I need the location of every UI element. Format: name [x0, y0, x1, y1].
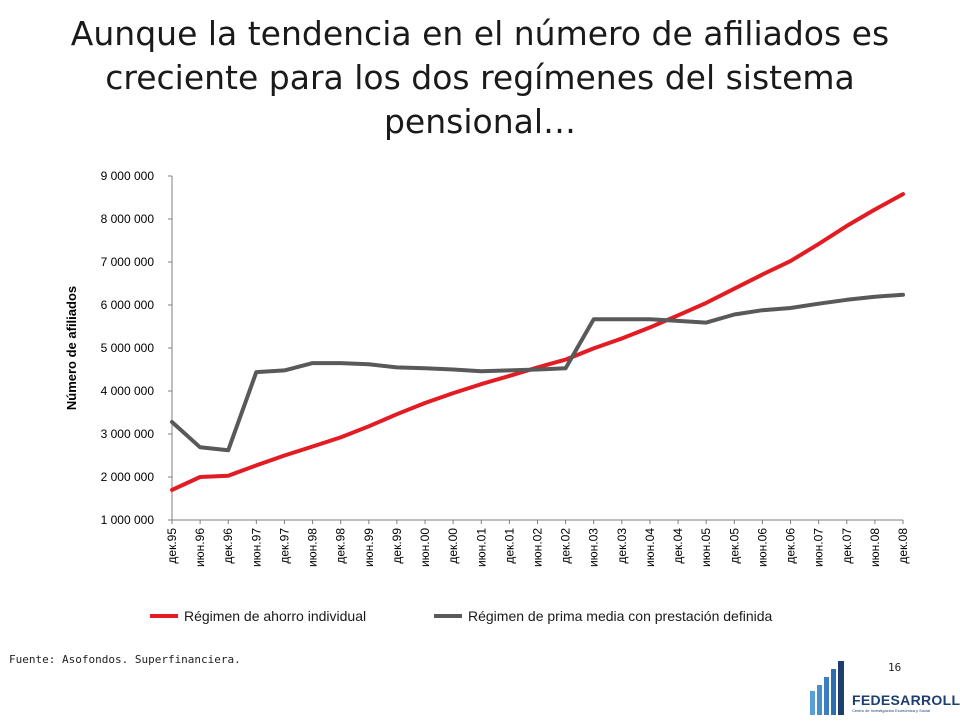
- legend-label-ahorro: Régimen de ahorro individual: [184, 608, 367, 624]
- x-tick-label: дек.95: [165, 528, 179, 564]
- y-tick-label: 7 000 000: [101, 255, 155, 269]
- logo-bars-icon: [810, 661, 844, 715]
- x-tick-label: дек.97: [277, 528, 291, 564]
- y-tick-label: 1 000 000: [101, 513, 155, 527]
- y-tick-label: 8 000 000: [101, 212, 155, 226]
- y-axis: 1 000 000 2 000 000 3 000 000 4 000 000 5 00…: [101, 169, 173, 527]
- y-tick-label: 3 000 000: [101, 427, 155, 441]
- x-tick-label: июн.98: [306, 528, 320, 567]
- x-tick-label: дек.98: [334, 528, 348, 564]
- logo-tagline: Centro de Investigación Económica y Soci…: [852, 708, 931, 713]
- y-tick-label: 5 000 000: [101, 341, 155, 355]
- legend-swatch-prima-media: [434, 614, 462, 618]
- x-tick-label: дек.07: [840, 528, 854, 564]
- x-tick-label: дек.01: [502, 528, 516, 564]
- y-tick-label: 2 000 000: [101, 470, 155, 484]
- x-tick-label: июн.07: [812, 528, 826, 567]
- legend-label-prima-media: Régimen de prima media con prestación de…: [468, 608, 773, 624]
- legend-item-ahorro: Régimen de ahorro individual: [150, 608, 366, 624]
- series-line-prima-media: [170, 292, 905, 453]
- x-tick-label: июн.01: [474, 528, 488, 567]
- source-note: Fuente: Asofondos. Superfinanciera.: [9, 653, 241, 666]
- x-tick-label: июн.03: [587, 528, 601, 567]
- x-tick-label: дек.99: [390, 528, 404, 564]
- x-tick-label: июн.99: [362, 528, 376, 567]
- x-tick-label: дек.06: [784, 528, 798, 564]
- x-tick-label: июн.97: [249, 528, 263, 567]
- x-tick-label: дек.05: [727, 528, 741, 564]
- x-tick-label: дек.96: [221, 528, 235, 564]
- legend-item-prima-media: Régimen de prima media con prestación de…: [434, 608, 772, 624]
- page-number: 16: [888, 661, 902, 674]
- x-tick-label: дек.02: [559, 528, 573, 564]
- y-axis-label: Número de afiliados: [64, 286, 79, 410]
- x-tick-label: июн.08: [868, 528, 882, 567]
- series-line-ahorro-individual: [170, 192, 905, 492]
- x-tick-label: июн.04: [643, 528, 657, 567]
- x-tick-label: июн.05: [699, 528, 713, 567]
- y-tick-label: 6 000 000: [101, 298, 155, 312]
- y-tick-label: 9 000 000: [101, 169, 155, 183]
- x-tick-label: дек.00: [446, 528, 460, 564]
- y-tick-label: 4 000 000: [101, 384, 155, 398]
- x-tick-label: июн.02: [531, 528, 545, 567]
- slide-title: Aunque la tendencia en el número de afil…: [70, 14, 890, 141]
- x-tick-label: дек.03: [615, 528, 629, 564]
- x-axis: дек.95 июн.96 дек.96 июн.97 дек.97 июн.98 дек.…: [165, 519, 910, 567]
- x-tick-label: июн.00: [418, 528, 432, 567]
- x-tick-label: дек.04: [671, 528, 685, 564]
- series-layer: [170, 192, 905, 492]
- fedesarrollo-logo: FEDESARROLLO Centro de Investigación Eco…: [806, 655, 960, 717]
- logo-name: FEDESARROLLO: [852, 692, 960, 708]
- x-tick-label: июн.06: [755, 528, 769, 567]
- legend-swatch-ahorro: [150, 614, 178, 618]
- x-tick-label: июн.96: [193, 528, 207, 567]
- x-tick-label: дек.08: [896, 528, 910, 564]
